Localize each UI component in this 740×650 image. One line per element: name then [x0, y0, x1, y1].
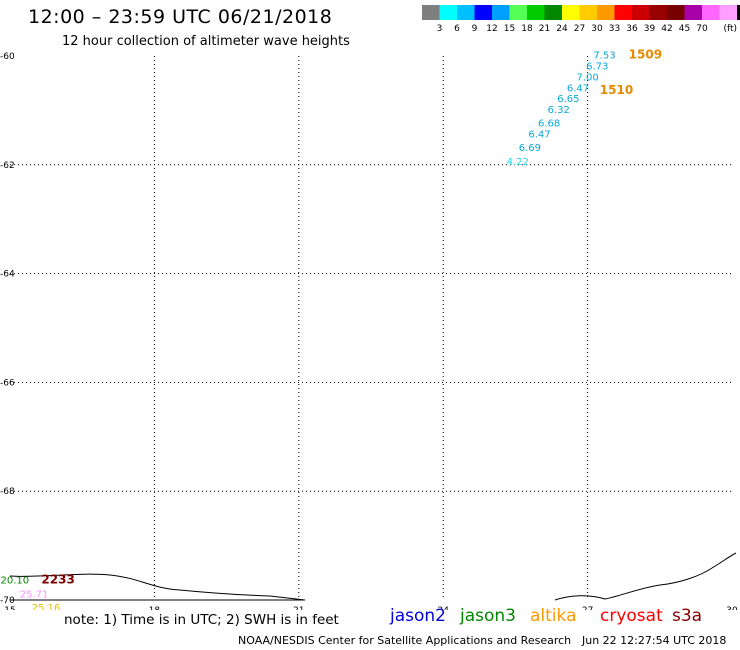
satellite-jason3: jason3 [460, 606, 516, 626]
scale-swatch [562, 5, 580, 20]
x-tick-label: 18 [149, 606, 161, 610]
pass-label: 1509 [629, 48, 662, 62]
scale-swatch [457, 5, 475, 20]
coastline-west [9, 573, 306, 601]
data-points: 7.536.737.006.476.656.326.686.476.694.22… [0, 51, 615, 610]
scale-label: 42 [661, 24, 672, 34]
credit-line: NOAA/NESDIS Center for Satellite Applica… [238, 634, 572, 647]
coastline [9, 552, 737, 601]
pass-label: 1510 [600, 83, 633, 97]
wave-height-point: 6.68 [538, 119, 560, 130]
scale-swatch [422, 5, 440, 20]
scale-swatch [614, 5, 632, 20]
pass-label: 2233 [41, 573, 74, 587]
coastline-east [554, 552, 737, 601]
scale-unit: (ft) [724, 24, 738, 34]
wave-height-point: 6.69 [519, 143, 541, 154]
y-tick-label: -62 [0, 161, 15, 171]
scale-swatch [492, 5, 510, 20]
scale-label: 70 [696, 24, 708, 34]
scale-label: 36 [626, 24, 638, 34]
scale-label: 33 [609, 24, 620, 34]
scale-label: 3 [437, 24, 443, 34]
x-tick-label: 21 [293, 606, 304, 610]
wave-height-point: 25.71 [20, 589, 49, 600]
y-tick-label: -60 [0, 52, 15, 62]
satellite-s3a: s3a [672, 606, 703, 626]
wave-height-point: 6.65 [557, 94, 579, 105]
wave-height-point: 7.53 [593, 51, 615, 62]
scale-label: 39 [644, 24, 656, 34]
wave-height-point: 25.16 [32, 603, 61, 610]
wave-height-point: 7.00 [576, 72, 598, 83]
scale-swatch [439, 5, 457, 20]
y-tick-label: -64 [0, 270, 15, 280]
scale-label: 18 [521, 24, 533, 34]
y-tick-label: -68 [0, 487, 15, 497]
scale-swatch [474, 5, 492, 20]
scale-swatch [527, 5, 545, 20]
color-scale: 3 6 9 12 15 18 21 24 27 30 33 36 39 42 45 70 (ft) [422, 5, 740, 34]
page-title: 12:00 – 23:59 UTC 06/21/2018 [28, 6, 333, 28]
y-tick-label: -66 [0, 378, 15, 388]
satellite-altika: altika [530, 606, 577, 626]
chart-grid [10, 56, 732, 600]
satellite-cryosat: cryosat [600, 606, 663, 626]
x-tick-label: 27 [582, 606, 593, 610]
wave-height-chart: 15 18 21 24 27 30 -60 -62 -64 -66 -68 -70 7.536.73… [0, 48, 738, 610]
scale-swatch [597, 5, 615, 20]
scale-label: 6 [454, 24, 460, 34]
wave-height-point: 4.22 [507, 157, 529, 168]
scale-label: 12 [486, 24, 497, 34]
wave-height-point: 6.47 [528, 130, 550, 141]
scale-swatch [632, 5, 650, 20]
pass-labels: 1509 1510 2233 [41, 48, 662, 587]
scale-swatch [579, 5, 597, 20]
scale-swatch [649, 5, 667, 20]
scale-swatch [684, 5, 702, 20]
scale-label: 45 [679, 24, 690, 34]
scale-label: 15 [504, 24, 515, 34]
scale-swatch [702, 5, 720, 20]
scale-label: 24 [556, 24, 568, 34]
scale-swatch [667, 5, 685, 20]
y-axis-ticks: -60 -62 -64 -66 -68 -70 [0, 52, 15, 606]
timestamp: Jun 22 12:27:54 UTC 2018 [582, 634, 727, 647]
scale-swatch [509, 5, 527, 20]
x-tick-label: 24 [437, 606, 449, 610]
wave-height-point: 6.47 [567, 83, 589, 94]
satellite-jason2: jason2 [390, 606, 446, 626]
scale-label: 30 [591, 24, 603, 34]
y-tick-label: -70 [0, 596, 15, 606]
x-axis-ticks: 15 18 21 24 27 30 [4, 606, 738, 610]
scale-swatch [737, 5, 740, 20]
x-tick-label: 15 [4, 606, 15, 610]
scale-label: 21 [539, 24, 550, 34]
scale-swatch [719, 5, 737, 20]
wave-height-point: 6.73 [586, 62, 608, 73]
wave-height-point: 20.10 [0, 576, 29, 587]
page-subtitle: 12 hour collection of altimeter wave hei… [62, 34, 350, 49]
scale-swatch [544, 5, 562, 20]
footer-note: note: 1) Time is in UTC; 2) SWH is in fe… [64, 612, 339, 628]
x-tick-label: 30 [726, 606, 738, 610]
scale-label: 9 [472, 24, 478, 34]
scale-label: 27 [574, 24, 585, 34]
wave-height-point: 6.32 [548, 105, 570, 116]
